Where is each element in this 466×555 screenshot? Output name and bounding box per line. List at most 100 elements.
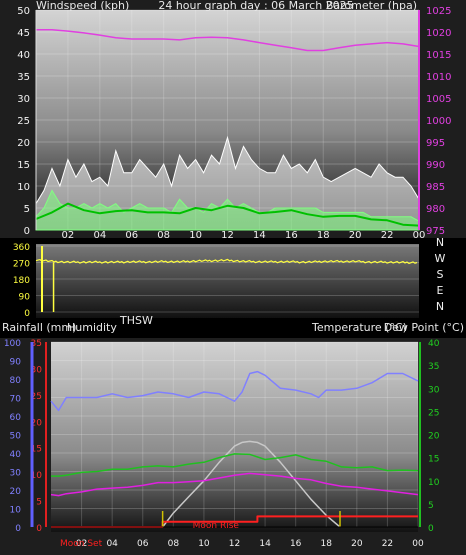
barometer-axis-label: Barometer (hpa): [326, 0, 417, 12]
wind-series: [35, 29, 420, 231]
wind-gust-area: [35, 135, 420, 231]
barometer-tick-label: 1025: [426, 6, 451, 17]
temperature-tick-label: 10: [428, 478, 440, 488]
temperature-line: [51, 453, 419, 477]
wind-x-tick-label: 12: [221, 230, 234, 241]
rainfall-axis-label: Rainfall (mm): [2, 321, 76, 334]
windspeed-tick-label: 45: [17, 28, 30, 39]
temperature-tick-label: 35: [428, 362, 439, 372]
temperature-tick-label: 5: [428, 501, 434, 511]
wind-x-tick-label: 22: [381, 230, 394, 241]
wind-x-tick-label: 16: [285, 230, 298, 241]
wind-x-tick-label: 00: [413, 230, 426, 241]
compass-label-n: N: [436, 236, 444, 249]
temperature-x-tick-label: 14: [259, 539, 271, 549]
rainfall-tick-label: 10: [31, 471, 43, 481]
wind-speed-area: [35, 189, 420, 231]
dew-point-line: [50, 472, 419, 497]
temperature-x-tick-label: 20: [351, 539, 363, 549]
barometer-line: [36, 29, 420, 52]
temperature-tick-label: 0: [428, 524, 434, 534]
thsw-line: [162, 440, 341, 528]
rainfall-tick-label: 25: [31, 392, 42, 402]
humidity-tick-label: 100: [4, 339, 21, 349]
humidity-tick-label: 0: [15, 524, 21, 534]
compass-label-w: W: [435, 252, 446, 265]
wind-x-tick-label: 14: [253, 230, 266, 241]
barometer-tick-label: 1015: [426, 50, 451, 61]
barometer-tick-label: 1000: [426, 116, 451, 127]
wind-x-tick-label: 18: [317, 230, 330, 241]
temperature-axis-label: Temperature (°C): [311, 321, 407, 334]
wind-barometer-panel: 0510152025303540455097598098599099510001…: [0, 0, 466, 241]
temperature-humidity-panel: 0102030405060708090100051015202530350510…: [0, 314, 466, 555]
wind-x-tick-label: 02: [62, 230, 75, 241]
temperature-plot-area: [51, 342, 418, 532]
direction-series: [35, 258, 418, 312]
direction-plot-area: [36, 244, 419, 318]
windspeed-tick-label: 25: [17, 116, 30, 127]
rainfall-tick-label: 20: [31, 418, 43, 428]
windspeed-tick-label: 30: [17, 94, 30, 105]
direction-tick-label: 0: [24, 309, 30, 319]
humidity-tick-label: 90: [10, 358, 22, 368]
barometer-tick-label: 980: [426, 204, 445, 215]
temperature-tick-label: 20: [428, 432, 440, 442]
temperature-x-tick-label: 02: [76, 539, 87, 549]
humidity-tick-label: 70: [10, 395, 22, 405]
temperature-x-tick-label: 18: [321, 539, 333, 549]
humidity-axis-label: Humidity: [67, 321, 117, 334]
temperature-x-tick-label: 10: [198, 539, 210, 549]
temperature-x-tick-label: 00: [412, 539, 424, 549]
temperature-tick-label: 25: [428, 408, 439, 418]
humidity-tick-label: 50: [10, 432, 22, 442]
temperature-tick-label: 30: [428, 385, 440, 395]
temperature-x-tick-label: 16: [290, 539, 302, 549]
wind-axes: 0510152025303540455097598098599099510001…: [17, 6, 451, 241]
graph-title: 24 hour graph day : 06 March 2025: [158, 0, 353, 12]
rainfall-tick-label: 5: [36, 498, 42, 508]
windspeed-tick-label: 35: [17, 72, 30, 83]
barometer-tick-label: 1005: [426, 94, 451, 105]
dew-point-axis-label: Dew Point (°C): [384, 321, 464, 334]
temperature-x-tick-label: 12: [229, 539, 240, 549]
barometer-tick-label: 1020: [426, 28, 451, 39]
humidity-tick-label: 20: [10, 487, 22, 497]
direction-tick-label: 360: [13, 243, 30, 253]
wind-x-tick-label: 10: [189, 230, 202, 241]
temperature-x-tick-label: 04: [106, 539, 118, 549]
temperature-x-tick-label: 22: [382, 539, 393, 549]
temperature-x-tick-label: 08: [168, 539, 180, 549]
compass-label-e: E: [437, 284, 444, 297]
thsw-label: THSW: [119, 314, 153, 327]
windspeed-tick-label: 20: [17, 138, 30, 149]
barometer-tick-label: 990: [426, 160, 445, 171]
humidity-tick-label: 40: [10, 450, 22, 460]
humidity-tick-label: 60: [10, 413, 22, 423]
direction-tick-label: 180: [13, 276, 30, 286]
barometer-tick-label: 1010: [426, 72, 451, 83]
temperature-tick-label: 15: [428, 455, 439, 465]
moon-rise-label: Moon Rise: [193, 521, 240, 531]
wind-direction-line: [35, 258, 418, 265]
direction-tick-label: 90: [19, 293, 31, 303]
wind-x-tick-label: 08: [157, 230, 170, 241]
temperature-tick-label: 40: [428, 339, 440, 349]
windspeed-tick-label: 0: [24, 226, 30, 237]
compass-label-s: S: [437, 268, 444, 281]
rainfall-tick-label: 35: [31, 339, 42, 349]
barometer-tick-label: 995: [426, 138, 445, 149]
windspeed-tick-label: 40: [17, 50, 30, 61]
temperature-axes: 0102030405060708090100051015202530350510…: [4, 339, 440, 549]
wind-x-tick-label: 04: [93, 230, 106, 241]
rainfall-tick-label: 0: [36, 524, 42, 534]
temperature-x-tick-label: 06: [137, 539, 149, 549]
humidity-tick-label: 30: [10, 469, 22, 479]
rainfall-tick-label: 15: [31, 445, 42, 455]
wind-x-tick-label: 20: [349, 230, 362, 241]
wind-average-line: [35, 202, 420, 227]
windspeed-tick-label: 50: [17, 6, 30, 17]
